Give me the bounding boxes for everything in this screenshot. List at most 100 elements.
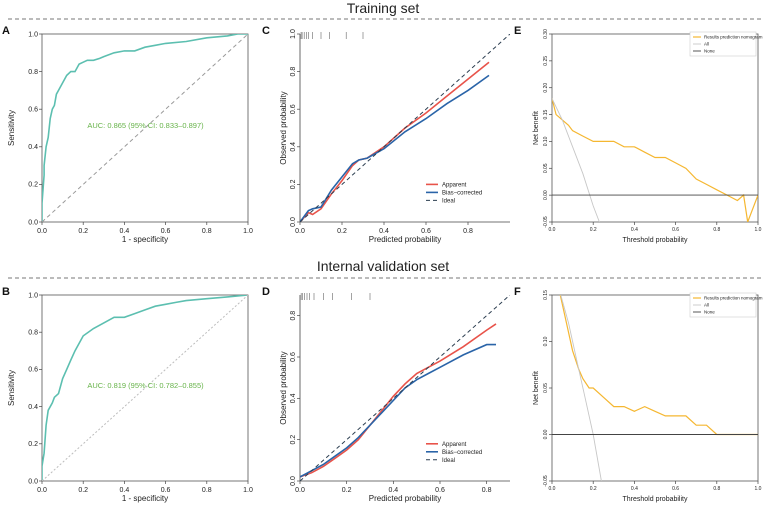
series-reference <box>42 34 248 222</box>
y-tick-label: 0.15 <box>543 109 549 119</box>
series-apparent <box>300 61 490 222</box>
y-axis-label: Net benefit <box>533 111 540 145</box>
y-tick-label: 1.0 <box>28 292 38 299</box>
y-tick-label: 0.05 <box>543 383 549 393</box>
y-tick-label: 1.0 <box>28 31 38 38</box>
series-bias-corrected <box>300 343 496 478</box>
y-tick-label: 0.10 <box>543 336 549 346</box>
panel-d: D 0.0 0.2 0.4 0.6 0.8 0.0 0.2 0.4 0.6 0.8 Predicted… <box>262 286 510 503</box>
y-tick-label: 0.15 <box>543 290 549 300</box>
y-tick-label: 0.4 <box>290 142 297 152</box>
series-all <box>552 98 600 222</box>
panel-f: F 0.0 0.2 0.4 0.6 0.8 1.0 -0.05 0.00 0.05 0.10 0.15… <box>514 286 763 503</box>
x-tick-label: 0.0 <box>37 487 47 494</box>
y-tick-label: 0.2 <box>290 179 297 189</box>
y-tick-label: 0.10 <box>543 136 549 146</box>
y-tick-label: 0.2 <box>28 182 38 189</box>
auc-annotation: AUC: 0.865 (95% CI: 0.833–0.897) <box>87 121 204 130</box>
section-title-training: Training set <box>323 0 443 16</box>
y-tick-label: 0.00 <box>543 190 549 200</box>
x-tick-label: 0.4 <box>631 227 638 233</box>
legend: Apparent Bias−corrected Ideal <box>426 182 482 204</box>
x-tick-label: 0.2 <box>590 227 597 233</box>
x-axis-label: 1 - specificity <box>122 235 168 244</box>
panel-a: A 0.0 0.2 0.4 0.6 0.8 1.0 0.0 0.2 0.4 0.6 0.8 1.0 1 -… <box>2 25 253 244</box>
x-tick-label: 0.0 <box>37 228 47 235</box>
legend-label: Apparent <box>442 182 467 188</box>
y-tick-label: 0.8 <box>290 67 297 77</box>
x-tick-label: 0.8 <box>713 227 720 233</box>
x-tick-label: 0.2 <box>78 228 88 235</box>
rug-marks <box>300 32 364 39</box>
x-axis-label: Predicted probability <box>369 494 441 503</box>
legend: Results prediction nomogram All None <box>689 292 763 318</box>
panel-label: D <box>262 286 270 298</box>
x-tick-label: 1.0 <box>243 487 253 494</box>
y-tick-label: 0.6 <box>290 352 297 362</box>
y-tick-label: 0.4 <box>28 404 38 411</box>
x-tick-label: 0.4 <box>388 487 398 494</box>
series-roc <box>42 34 248 222</box>
y-tick-label: 0.6 <box>28 107 38 114</box>
y-axis-label: Observed probability <box>279 351 288 424</box>
series-ideal <box>300 34 510 222</box>
auc-annotation: AUC: 0.819 (95% CI: 0.782–0.855) <box>87 381 204 390</box>
x-tick-label: 0.0 <box>549 227 556 233</box>
x-tick-label: 0.8 <box>482 487 492 494</box>
y-tick-label: 0.0 <box>290 217 297 227</box>
series-apparent <box>300 323 497 478</box>
legend-label: Results prediction nomogram <box>704 296 763 301</box>
legend-label: Apparent <box>442 442 467 448</box>
x-tick-label: 0.0 <box>295 228 305 235</box>
x-tick-label: 0.2 <box>342 487 352 494</box>
series-results-prediction-nomogram <box>559 295 758 436</box>
legend-label: Bias−corrected <box>442 450 482 456</box>
legend-label: None <box>704 310 715 315</box>
legend-label: All <box>704 303 709 308</box>
y-axis-label: Sensitivity <box>7 370 16 406</box>
panel-label: C <box>262 25 270 37</box>
x-tick-label: 1.0 <box>755 486 762 492</box>
y-tick-label: -0.05 <box>543 475 549 487</box>
y-tick-label: -0.05 <box>543 216 549 228</box>
y-tick-label: 0.00 <box>543 429 549 439</box>
y-tick-label: 0.8 <box>28 330 38 337</box>
y-tick-label: 0.2 <box>28 441 38 448</box>
panel-c: C 0.0 0.2 0.4 0.6 0.8 0.0 0.2 0.4 0.6 0.8 1.0 Predic… <box>262 25 510 244</box>
rug-marks <box>300 293 371 300</box>
legend-label: Ideal <box>442 198 455 204</box>
legend-label: Bias−corrected <box>442 190 482 196</box>
x-tick-label: 0.2 <box>590 486 597 492</box>
legend: Apparent Bias−corrected Ideal <box>426 442 482 464</box>
y-tick-label: 0.25 <box>543 56 549 66</box>
section-title-validation: Internal validation set <box>293 258 473 274</box>
x-axis-label: Threshold probability <box>623 237 688 244</box>
x-tick-label: 0.0 <box>549 486 556 492</box>
y-axis-label: Sensitivity <box>7 110 16 146</box>
panel-e: E 0.0 0.2 0.4 0.6 0.8 1.0 -0.05 0.00 0.05 0.10 0.15… <box>514 25 763 244</box>
panel-label: B <box>2 286 10 298</box>
panel-label: E <box>514 25 521 37</box>
panel-label: A <box>2 25 10 37</box>
legend-label: Ideal <box>442 458 455 464</box>
y-tick-label: 0.8 <box>28 69 38 76</box>
series-results-prediction-nomogram <box>552 98 758 222</box>
legend-label: None <box>704 49 715 54</box>
plot-frame <box>41 33 249 223</box>
y-tick-label: 0.4 <box>290 393 297 403</box>
x-tick-label: 0.8 <box>202 487 212 494</box>
y-tick-label: 0.4 <box>28 144 38 151</box>
panel-b: B 0.0 0.2 0.4 0.6 0.8 1.0 0.0 0.2 0.4 0.6 0.8 1.0 1 -… <box>2 286 253 503</box>
x-axis-label: Predicted probability <box>369 235 441 244</box>
y-tick-label: 0.0 <box>28 219 38 226</box>
series-roc <box>42 295 248 481</box>
x-tick-label: 0.0 <box>295 487 305 494</box>
y-tick-label: 0.8 <box>290 311 297 321</box>
legend: Results prediction nomogram All None <box>689 31 763 57</box>
x-tick-label: 0.6 <box>672 486 679 492</box>
x-tick-label: 0.6 <box>672 227 679 233</box>
y-tick-label: 0.2 <box>290 435 297 445</box>
plot-frame <box>551 33 759 223</box>
y-tick-label: 1.0 <box>290 29 297 39</box>
